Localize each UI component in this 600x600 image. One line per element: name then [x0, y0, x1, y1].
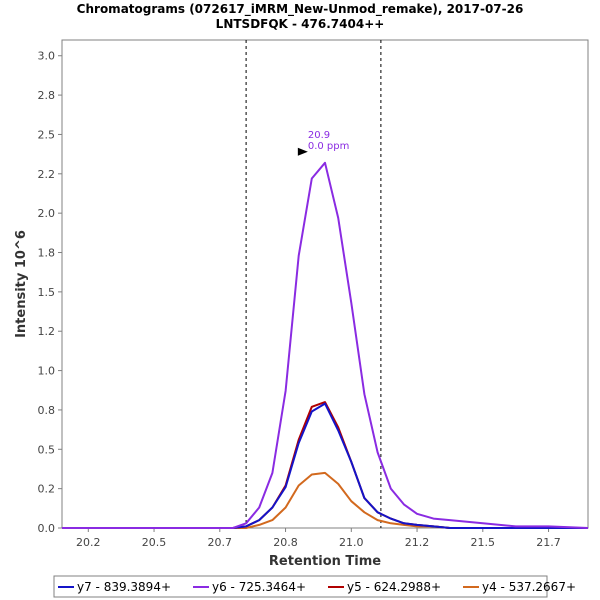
- y-axis-ticks: 0.0 0.2 0.5 0.8 1.0 1.2 1.5 1.8 2.0 2.2 2.5 2.8 3.0: [38, 50, 62, 535]
- x-tick-label: 21.2: [405, 536, 430, 549]
- y-tick-label: 2.2: [38, 168, 56, 181]
- y-tick-label: 1.0: [38, 365, 56, 378]
- chart-subtitle: LNTSDFQK - 476.7404++: [216, 17, 385, 31]
- series-line-y6: [62, 161, 589, 529]
- y-tick-label: 1.5: [38, 286, 56, 299]
- x-tick-label: 21.5: [471, 536, 496, 549]
- apex-annotation: 20.9 0.0 ppm: [297, 130, 350, 156]
- apex-arrow-icon: [297, 147, 308, 156]
- x-axis-ticks: 20.2 20.5 20.7 20.8 21.0 21.2 21.5 21.7: [76, 528, 561, 549]
- plot-area: [61, 39, 589, 529]
- legend-items: y7 - 839.3894+ y6 - 725.3464+ y5 - 624.298…: [58, 580, 576, 594]
- y-axis-label: Intensity 10^6: [14, 230, 29, 338]
- legend-label-y5: y5 - 624.2988+: [347, 580, 441, 594]
- x-tick-label: 20.7: [208, 536, 233, 549]
- legend: y7 - 839.3894+ y6 - 725.3464+ y5 - 624.298…: [53, 575, 576, 598]
- y-tick-label: 0.0: [38, 522, 56, 535]
- x-tick-label: 20.8: [273, 536, 298, 549]
- y-tick-label: 0.2: [38, 483, 56, 496]
- x-axis-label: Retention Time: [269, 554, 381, 569]
- y-tick-label: 2.0: [38, 207, 56, 220]
- y-tick-label: 0.8: [38, 404, 56, 417]
- apex-rt-label: 20.9: [308, 130, 330, 141]
- x-tick-label: 21.7: [536, 536, 561, 549]
- y-tick-label: 2.8: [38, 89, 56, 102]
- y-tick-label: 3.0: [38, 50, 56, 63]
- legend-label-y4: y4 - 537.2667+: [482, 580, 576, 594]
- apex-ppm-label: 0.0 ppm: [308, 141, 350, 152]
- x-tick-label: 21.0: [339, 536, 364, 549]
- legend-label-y7: y7 - 839.3894+: [77, 580, 171, 594]
- y-tick-label: 0.5: [38, 443, 56, 456]
- series-lines: [62, 161, 589, 529]
- x-tick-label: 20.2: [76, 536, 101, 549]
- legend-label-y6: y6 - 725.3464+: [212, 580, 306, 594]
- y-tick-label: 1.2: [38, 325, 56, 338]
- chart-title: Chromatograms (072617_iMRM_New-Unmod_rem…: [77, 2, 524, 17]
- y-tick-label: 2.5: [38, 128, 56, 141]
- legend-box: [53, 575, 548, 598]
- y-tick-label: 1.8: [38, 247, 56, 260]
- x-tick-label: 20.5: [142, 536, 167, 549]
